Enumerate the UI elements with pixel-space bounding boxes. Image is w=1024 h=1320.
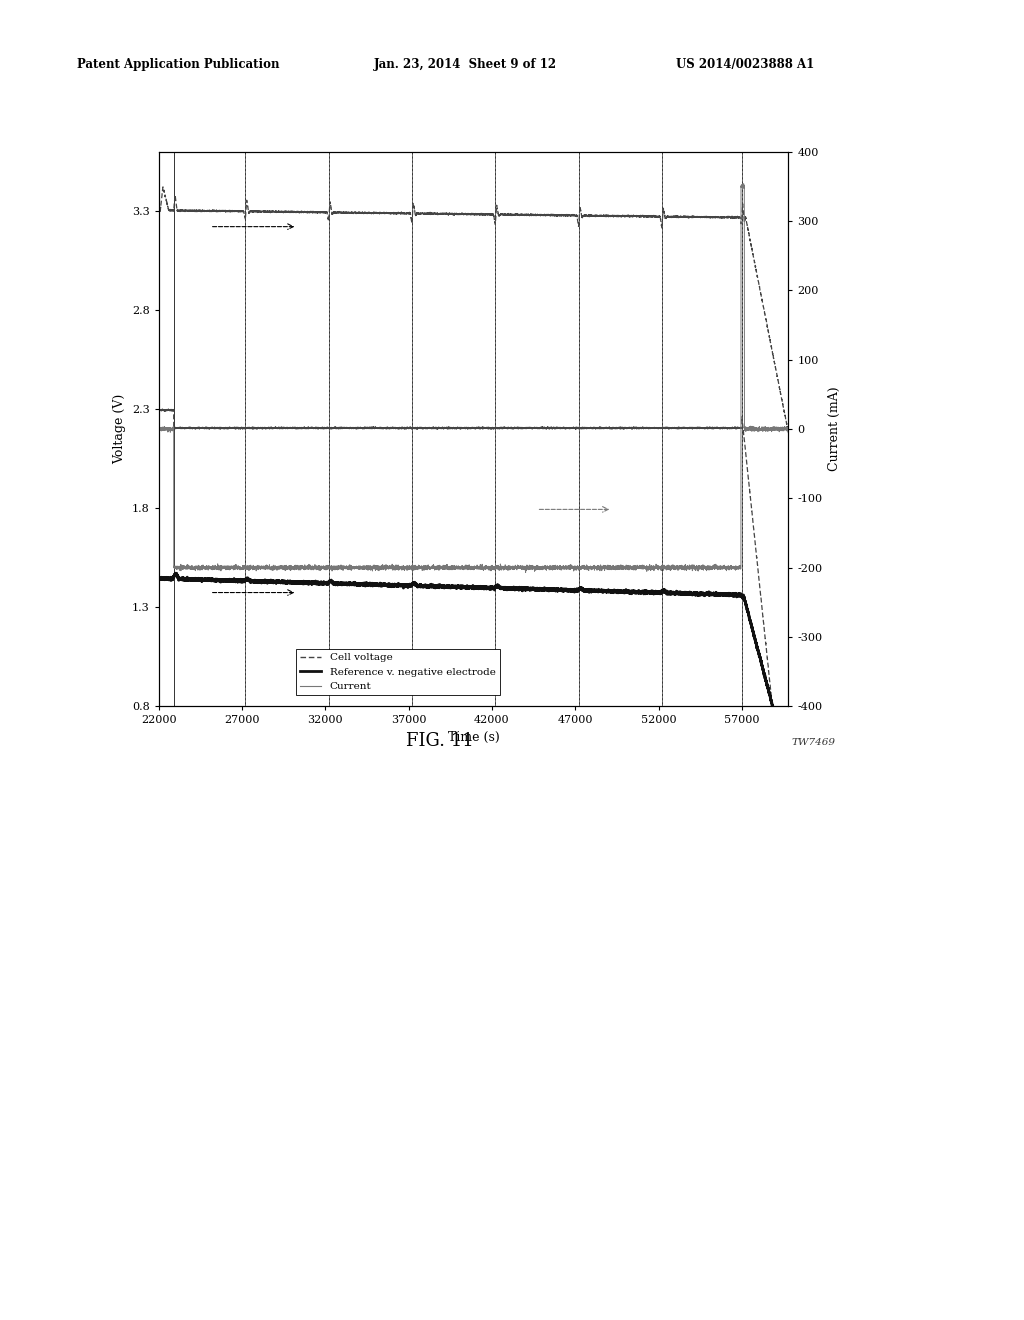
Text: Patent Application Publication: Patent Application Publication — [77, 58, 280, 71]
Text: TW7469: TW7469 — [792, 738, 836, 747]
Text: US 2014/0023888 A1: US 2014/0023888 A1 — [676, 58, 814, 71]
Text: FIG. 11: FIG. 11 — [407, 731, 474, 750]
X-axis label: Time (s): Time (s) — [447, 731, 500, 743]
Text: Jan. 23, 2014  Sheet 9 of 12: Jan. 23, 2014 Sheet 9 of 12 — [374, 58, 557, 71]
Y-axis label: Voltage (V): Voltage (V) — [114, 393, 126, 465]
Y-axis label: Current (mA): Current (mA) — [828, 387, 841, 471]
Legend: Cell voltage, Reference v. negative electrode, Current: Cell voltage, Reference v. negative elec… — [296, 649, 500, 696]
